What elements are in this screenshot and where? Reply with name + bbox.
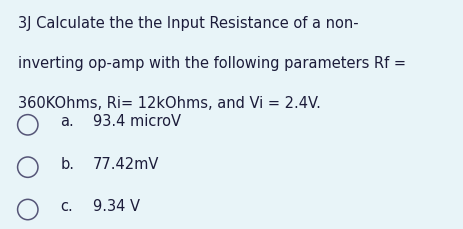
- Text: c.: c.: [60, 199, 73, 214]
- Text: 9.34 V: 9.34 V: [93, 199, 140, 214]
- Text: 3J Calculate the the Input Resistance of a non-: 3J Calculate the the Input Resistance of…: [18, 16, 358, 31]
- Text: 93.4 microV: 93.4 microV: [93, 114, 181, 130]
- Text: 360KOhms, Ri= 12kOhms, and Vi = 2.4V.: 360KOhms, Ri= 12kOhms, and Vi = 2.4V.: [18, 96, 320, 111]
- Text: inverting op-amp with the following parameters Rf =: inverting op-amp with the following para…: [18, 56, 406, 71]
- Text: 77.42mV: 77.42mV: [93, 157, 159, 172]
- Text: a.: a.: [60, 114, 74, 130]
- Text: b.: b.: [60, 157, 74, 172]
